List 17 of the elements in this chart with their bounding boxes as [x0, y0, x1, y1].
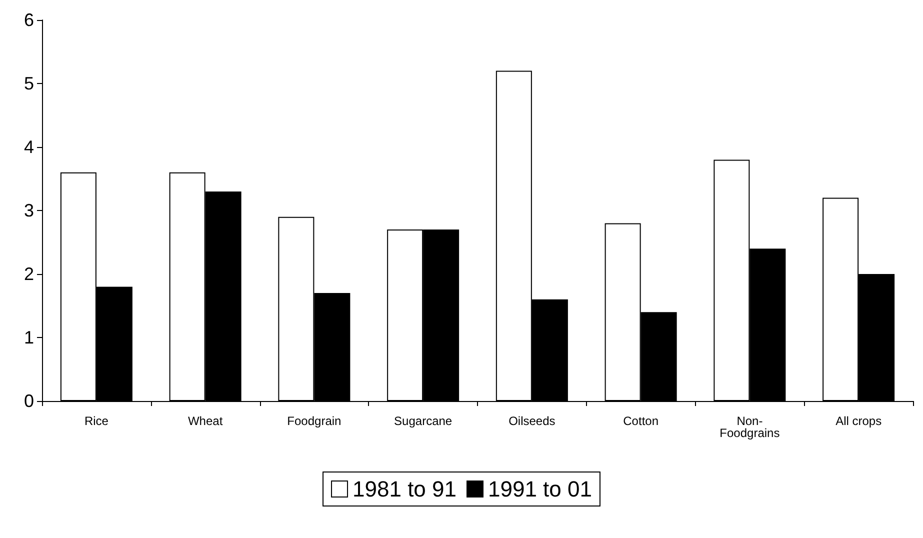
legend-label: 1991 to 01	[488, 476, 592, 502]
y-tick-label: 1	[24, 328, 34, 348]
x-tick-label: Cotton	[623, 414, 658, 428]
y-tick-label: 6	[24, 10, 34, 30]
x-tick-label: Sugarcane	[394, 414, 452, 428]
x-tick-label: Non-Foodgrains	[720, 414, 780, 440]
x-tick-label: Rice	[84, 414, 109, 428]
y-tick-label: 3	[24, 200, 34, 220]
x-tick-label: Foodgrain	[287, 414, 342, 428]
y-tick-label: 5	[24, 74, 34, 94]
y-tick-label: 4	[24, 137, 34, 157]
x-tick-label: Oilseeds	[508, 414, 556, 428]
x-tick-label: All crops	[836, 414, 882, 428]
y-tick-label: 2	[24, 264, 34, 284]
legend-label: 1981 to 91	[352, 476, 456, 502]
y-tick-label: 0	[24, 391, 34, 411]
x-tick-label: Wheat	[188, 414, 224, 428]
